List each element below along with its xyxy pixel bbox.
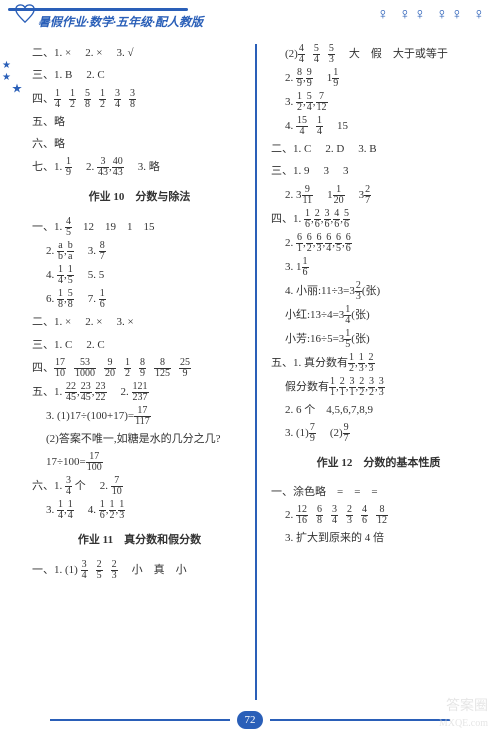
answer-line: 五、1. 2245,2345,23222. 121237 bbox=[32, 382, 247, 403]
answer-line: 二、1. ×2. ×3. × bbox=[32, 313, 247, 332]
main-content: 二、1. ×2. ×3. √ 三、1. B2. C 四、141258123438… bbox=[0, 36, 500, 700]
answer-line: 三、1. B2. C bbox=[32, 66, 247, 85]
answer-line: 六、略 bbox=[32, 135, 247, 154]
answer-line: 2. ab,ba3. 87 bbox=[32, 241, 247, 262]
watermark-url: MXQE.com bbox=[439, 718, 488, 729]
answer-line: 2. 39111120327 bbox=[271, 185, 486, 206]
header-title: 暑假作业·数学·五年级·配人教版 bbox=[38, 13, 203, 30]
page-number: 72 bbox=[237, 711, 263, 729]
footer-line-right bbox=[270, 719, 450, 721]
footer: 72 bbox=[0, 711, 500, 729]
section-title: 作业 12 分数的基本性质 bbox=[271, 454, 486, 473]
footer-line-left bbox=[50, 719, 230, 721]
star-decoration: ★★ ★ bbox=[2, 60, 22, 96]
answer-line: 六、1. 34 个2. 710 bbox=[32, 476, 247, 497]
answer-line: 假分数有11,21,31,22,32,33 bbox=[271, 377, 486, 398]
answer-line: 三、1. C2. C bbox=[32, 336, 247, 355]
answer-line: 3. (1)79(2)97 bbox=[271, 423, 486, 444]
answer-line: 4. 14,155. 5 bbox=[32, 265, 247, 286]
answer-line: (2)答案不唯一,如糖是水的几分之几? bbox=[32, 430, 247, 449]
answer-line: 一、1. 45 12 19 1 15 bbox=[32, 217, 247, 238]
answer-line: 小芳:16÷5=315(张) bbox=[271, 329, 486, 350]
answer-line: 17÷100=17100 bbox=[32, 452, 247, 473]
answer-line: 五、略 bbox=[32, 113, 247, 132]
answer-line: 二、1. ×2. ×3. √ bbox=[32, 44, 247, 63]
left-column: 二、1. ×2. ×3. √ 三、1. B2. C 四、141258123438… bbox=[32, 44, 257, 700]
answer-line: 一、1. (1) 342523小 真 小 bbox=[32, 560, 247, 581]
answer-line: 三、1. 933 bbox=[271, 162, 486, 181]
answer-line: 4. 小丽:11÷3=323(张) bbox=[271, 281, 486, 302]
answer-line: 3. 扩大到原来的 4 倍 bbox=[271, 529, 486, 548]
answer-line: 4. 1541415 bbox=[271, 116, 486, 137]
answer-line: 四、141258123438 bbox=[32, 89, 247, 110]
answer-line: 3. (1)17÷(100+17)=17117 bbox=[32, 406, 247, 427]
answer-line: 3. 12,54,712 bbox=[271, 92, 486, 113]
page-header: 暑假作业·数学·五年级·配人教版 ♀ ♀♀ ♀♀ ♀ bbox=[0, 0, 500, 36]
tree-icons: ♀ ♀♀ ♀♀ ♀ bbox=[377, 6, 488, 24]
answer-line: 2. 89,99119 bbox=[271, 68, 486, 89]
answer-line: 五、1. 真分数有12,13,23 bbox=[271, 353, 486, 374]
answer-line: 四、171053100092012898125259 bbox=[32, 358, 247, 379]
answer-line: 2. 121668342346812 bbox=[271, 505, 486, 526]
answer-line: (2)445453大 假 大于或等于 bbox=[271, 44, 486, 65]
section-title: 作业 10 分数与除法 bbox=[32, 188, 247, 207]
answer-line: 2. 61,62,63,64,65,66 bbox=[271, 233, 486, 254]
right-column: (2)445453大 假 大于或等于 2. 89,99119 3. 12,54,… bbox=[257, 44, 486, 700]
answer-line: 四、1. 16,26,36,46,56 bbox=[271, 209, 486, 230]
answer-line: 小红:13÷4=314(张) bbox=[271, 305, 486, 326]
watermark: 答案圈 bbox=[446, 695, 488, 715]
answer-line: 3. 116 bbox=[271, 257, 486, 278]
answer-line: 3. 14,144. 16,12,13 bbox=[32, 500, 247, 521]
answer-line: 一、涂色略 = = = bbox=[271, 483, 486, 502]
heart-icon bbox=[14, 4, 36, 24]
section-title: 作业 11 真分数和假分数 bbox=[32, 531, 247, 550]
answer-line: 二、1. C2. D3. B bbox=[271, 140, 486, 159]
answer-line: 七、1. 192. 343,40433. 略 bbox=[32, 157, 247, 178]
answer-line: 2. 6 个 4,5,6,7,8,9 bbox=[271, 401, 486, 420]
answer-line: 6. 18,587. 16 bbox=[32, 289, 247, 310]
